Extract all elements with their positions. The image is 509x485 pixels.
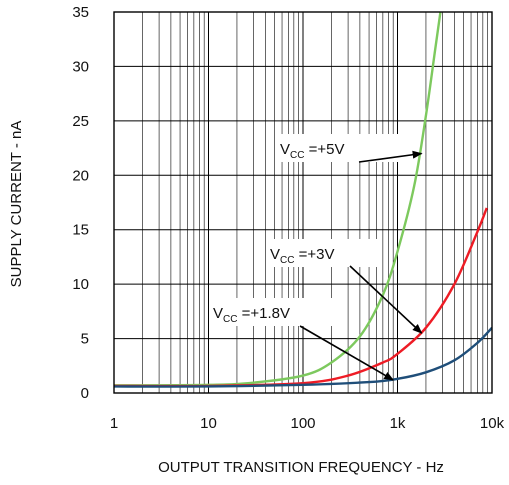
annotation-label: VCC =+1.8V <box>213 305 290 325</box>
x-tick-labels: 1 10 100 1k 10k <box>110 415 505 432</box>
y-tick-label: 35 <box>72 4 89 21</box>
y-tick-labels: 0 5 10 15 20 25 30 35 <box>72 4 89 402</box>
annotation-arrow <box>358 150 423 163</box>
x-tick-label: 1k <box>390 415 406 432</box>
y-tick-label: 15 <box>72 222 89 239</box>
annotations: VCC =+5V VCC =+3V VCC =+1.8V <box>209 134 423 381</box>
annotation-background <box>209 298 339 326</box>
vcc-annotation-2: VCC =+1.8V <box>209 298 395 381</box>
x-tick-label: 100 <box>290 415 315 432</box>
x-tick-label: 1 <box>110 415 118 432</box>
annotation-label: VCC =+3V <box>270 246 335 266</box>
y-tick-label: 5 <box>81 331 89 348</box>
y-tick-label: 0 <box>81 385 89 402</box>
annotation-background <box>266 239 380 267</box>
annotation-label: VCC =+5V <box>280 141 345 161</box>
annotation-background <box>276 134 406 162</box>
series-line-1 <box>114 207 488 388</box>
x-tick-label: 10 <box>200 415 217 432</box>
y-tick-label: 30 <box>72 58 89 75</box>
plot-frame <box>113 11 493 394</box>
vcc-annotation-0: VCC =+5V <box>276 134 423 163</box>
y-tick-label: 10 <box>72 276 89 293</box>
y-tick-label: 25 <box>72 113 89 130</box>
y-axis-title: SUPPLY CURRENT - nA <box>8 121 25 288</box>
x-axis-title: OUTPUT TRANSITION FREQUENCY - Hz <box>158 459 444 476</box>
annotation-arrow <box>299 325 395 381</box>
x-tick-label: 10k <box>480 415 505 432</box>
vcc-annotation-1: VCC =+3V <box>266 239 423 334</box>
y-tick-label: 20 <box>72 167 89 184</box>
grid <box>113 11 493 394</box>
series-line-0 <box>114 12 442 387</box>
annotation-arrow <box>349 265 423 334</box>
plot-border <box>113 11 493 394</box>
